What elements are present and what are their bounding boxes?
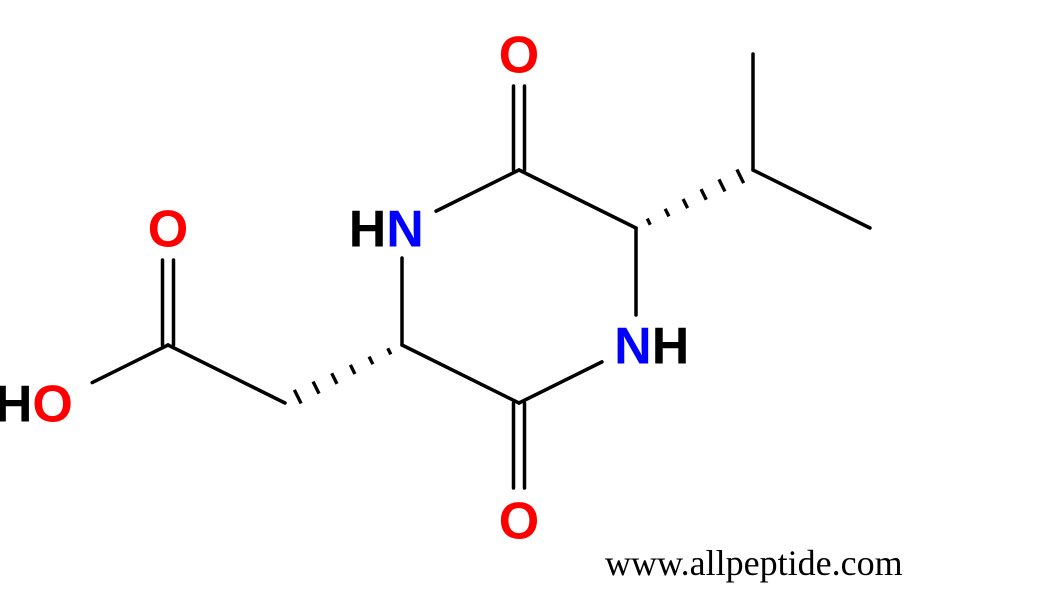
atom-label: O <box>148 201 188 259</box>
watermark-text: www.allpeptide.com <box>605 543 903 583</box>
atom-label: HO <box>0 376 73 434</box>
molecule-canvas: O HN NH O O HO www.allpeptide.com <box>0 0 1038 601</box>
atoms-group: O HN NH O O HO <box>0 27 689 551</box>
bonds-group <box>92 54 870 488</box>
atom-label: O <box>499 493 539 551</box>
atom-label: HN <box>349 201 424 259</box>
atom-label: NH <box>614 318 689 376</box>
atom-label: O <box>499 27 539 85</box>
